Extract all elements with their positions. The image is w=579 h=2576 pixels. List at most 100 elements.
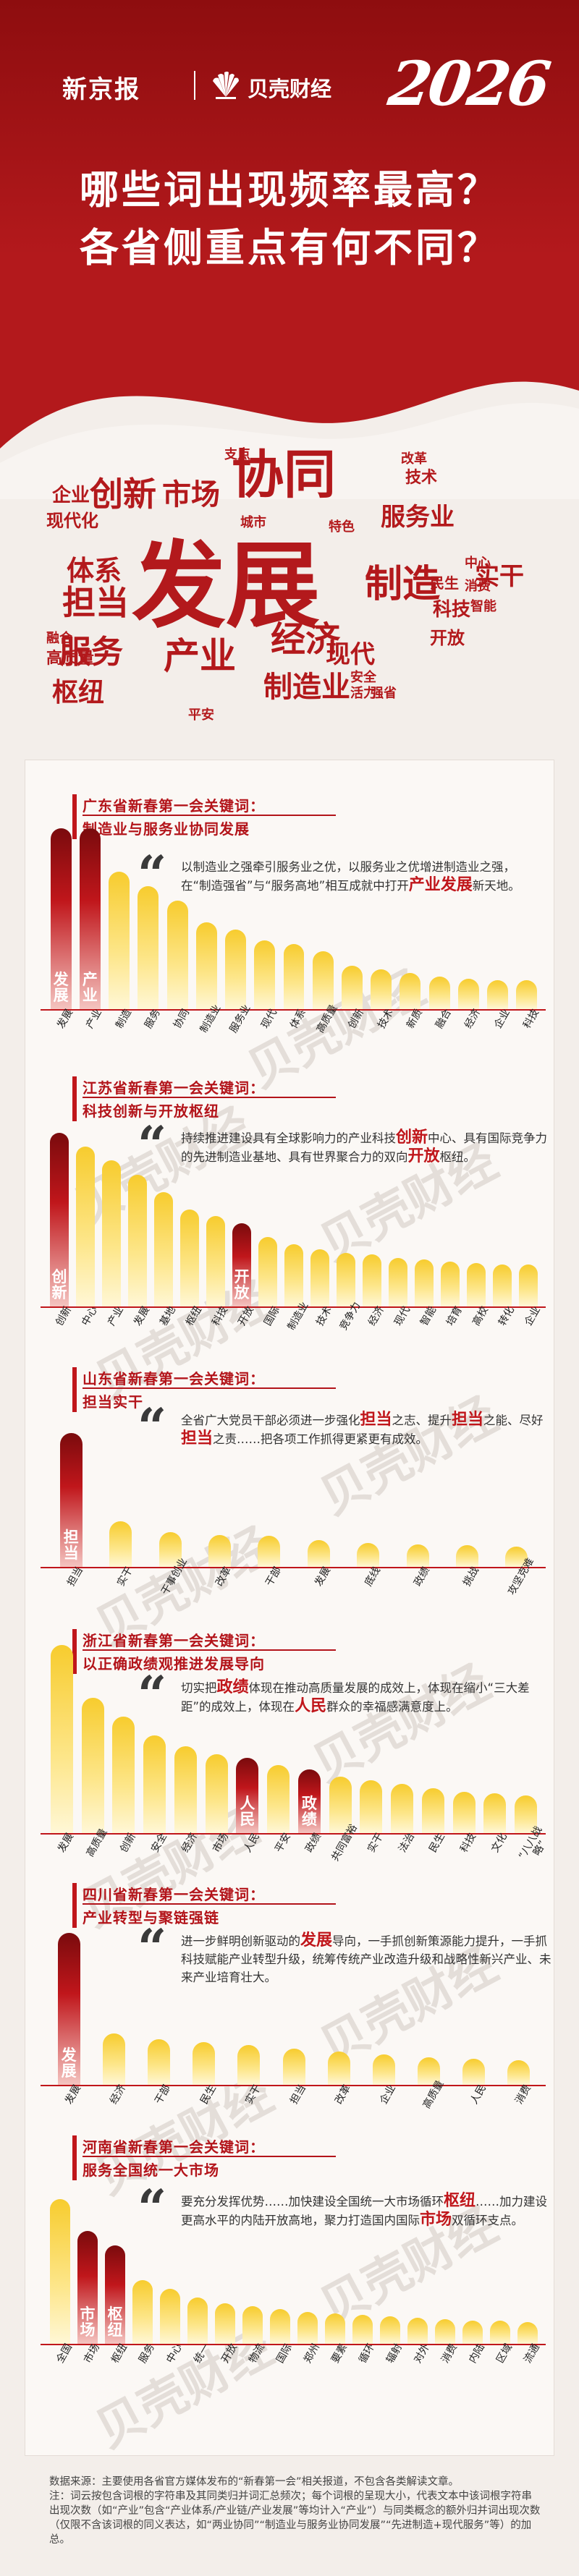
keyword-bar (507, 2060, 531, 2085)
quote-text: 之志、提升 (392, 1414, 452, 1427)
section-title-line2: 担当实干 (83, 1393, 143, 1411)
keyword-bar (337, 1252, 355, 1306)
cloud-word: 安全 (350, 670, 376, 685)
quote-mark-icon: “ (138, 1115, 167, 1175)
keyword-bar (138, 886, 159, 1009)
keyword-bar (76, 1147, 95, 1306)
keyword-bar (406, 1544, 429, 1567)
keyword-bar (237, 2045, 261, 2085)
section-accent-bar (72, 1367, 77, 1412)
keyword-bar (421, 1788, 444, 1833)
section-accent-bar (72, 1076, 77, 1121)
keyword-bar (109, 1521, 132, 1567)
keyword-bar (297, 1769, 321, 1833)
bar-inner-label: 担 当 (63, 1529, 79, 1563)
keyword-bar (208, 1534, 231, 1567)
quote-text: 之能、尽好 (483, 1414, 544, 1427)
keyword-bar (102, 2033, 125, 2085)
keyword-bar (490, 2321, 510, 2344)
section-quote: 切实把政绩体现在推动高质量发展的成效上，体现在缩小“三大差距”的成效上，体现在人… (181, 1678, 557, 1716)
keyword-bar (391, 1784, 413, 1833)
quote-mark-icon: “ (138, 1665, 167, 1725)
quote-highlight: 市场 (420, 2211, 452, 2229)
keyword-bar (258, 1536, 281, 1567)
keyword-bar (363, 1254, 381, 1306)
keyword-bar (380, 2316, 400, 2344)
cloud-word: 科技 (433, 599, 471, 621)
brand-divider (194, 71, 195, 100)
keyword-bar (232, 1223, 251, 1306)
quote-highlight: 发展 (300, 1931, 333, 1950)
keyword-bar (143, 1735, 166, 1833)
keyword-bar (428, 977, 450, 1009)
section-title-rule (83, 815, 336, 816)
cloud-word: 发展 (132, 531, 321, 641)
keyword-bar (112, 1716, 135, 1833)
keyword-bar (452, 1791, 476, 1833)
section-title-line1: 山东省新春第一会关键词： (83, 1370, 265, 1387)
section-quote: 持续推进建设具有全球影响力的产业科技创新中心、具有国际竞争力的先进制造业基地、具… (181, 1128, 557, 1166)
cloud-word: 协同 (232, 444, 337, 505)
cloud-word: 体系 (67, 555, 122, 587)
chart-axis (41, 1567, 546, 1568)
keyword-bar (407, 2318, 428, 2344)
quote-highlight: 担当 (181, 1429, 214, 1448)
keyword-bar (254, 940, 276, 1009)
word-cloud: 发展 协同 创新 市场 服务业 担当 制造 服务 产业 经济 现代 枢纽 体系 制造业 实干 企业 科技 开放 技术… (46, 449, 546, 752)
cloud-word: 产业 (164, 635, 236, 677)
keyword-bar (109, 872, 130, 1009)
section-title-line1: 四川省新春第一会关键词： (83, 1886, 265, 1903)
cloud-word: 特色 (329, 519, 355, 535)
keyword-bar (174, 1746, 197, 1833)
quote-text: 切实把 (181, 1681, 217, 1695)
cloud-word: 城市 (240, 515, 266, 530)
content-panel (25, 760, 554, 2456)
keyword-bar (50, 2199, 70, 2344)
quote-text: 双循环支点。 (452, 2214, 524, 2227)
cloud-word: 支点 (224, 447, 250, 462)
keyword-bar (236, 1758, 259, 1833)
cloud-word: 经济 (271, 619, 341, 660)
cloud-word: 民生 (430, 574, 459, 592)
keyword-bar (516, 980, 538, 1009)
quote-text: 群众的幸福感满意度上。 (326, 1700, 458, 1714)
keyword-bar (441, 1261, 460, 1306)
keyword-bar (159, 1531, 182, 1567)
section-title-line1: 河南省新春第一会关键词： (83, 2138, 265, 2156)
keyword-bar (329, 1777, 352, 1833)
section-accent-bar (72, 2135, 77, 2180)
cloud-word: 强省 (371, 686, 397, 701)
footer-source: 数据来源：主要使用各省官方媒体发布的“新春第一会”相关报道，不包含各类解读文章。 (49, 2476, 460, 2488)
cloud-word: 实干 (475, 562, 524, 591)
keyword-bar (505, 1547, 528, 1567)
chart-axis (41, 1833, 546, 1835)
footer-note: 注：词云按包含词根的字符串及其同类归并词汇总频次；每个词根的呈现大小，代表文本中… (49, 2491, 541, 2546)
cloud-word: 平安 (188, 707, 214, 723)
keyword-bar (462, 2321, 483, 2344)
keyword-bar (515, 1795, 537, 1833)
keyword-bar (325, 2313, 345, 2344)
bar-inner-label: 市 场 (80, 2305, 96, 2339)
chart-axis (41, 1009, 546, 1011)
cloud-word: 创新 (90, 475, 156, 514)
keyword-bar (205, 1754, 228, 1833)
keyword-bar (418, 2057, 441, 2085)
section-title-line2: 科技创新与开放枢纽 (83, 1102, 219, 1120)
quote-text: ……加力建设更高水平的内陆开放高地，聚力打造国内国际 (181, 2195, 548, 2227)
shell-logo-icon (213, 72, 239, 99)
keyword-bar (467, 1263, 486, 1306)
keyword-bar (187, 2297, 208, 2344)
keyword-bar (282, 2048, 305, 2085)
keyword-bar (102, 1160, 121, 1306)
keyword-bar (50, 1645, 73, 1833)
keyword-bar (487, 980, 509, 1009)
page-title-line2: 各省侧重点有何不同？ (80, 225, 499, 271)
cloud-word: 服务 (59, 634, 123, 671)
keyword-bar (105, 2245, 125, 2344)
keyword-bar (147, 2039, 170, 2085)
keyword-bar (455, 1545, 478, 1567)
cloud-word: 智能 (470, 599, 496, 614)
cloud-word: 消费 (465, 579, 491, 594)
year-logo: 2026 (384, 48, 552, 119)
